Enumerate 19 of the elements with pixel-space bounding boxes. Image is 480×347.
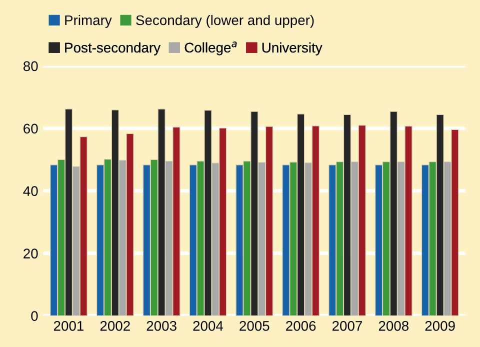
x-tick-label: 2005	[240, 321, 270, 331]
legend-label: Primary	[65, 14, 112, 28]
x-tick-label: 2002	[100, 321, 130, 331]
y-tick-label: 40	[23, 186, 38, 196]
legend-label: Secondary (lower and upper)	[136, 14, 314, 28]
x-tick-label: 2003	[146, 321, 176, 331]
x-tick-label: 2001	[54, 321, 84, 331]
y-tick-label: 80	[23, 61, 38, 72]
x-tick-label: 2009	[425, 321, 455, 331]
y-tick-label: 20	[24, 248, 38, 258]
legend-label: University	[262, 42, 322, 56]
legend-label: College$^{a}$	[184, 42, 237, 56]
x-tick-label: 2004	[193, 321, 224, 331]
x-tick-label: 2008	[378, 321, 408, 331]
legend-label: Post-secondary	[65, 42, 161, 56]
y-tick-label: 0	[31, 311, 38, 321]
x-tick-label: 2007	[332, 321, 362, 331]
x-tick-label: 2006	[286, 321, 316, 331]
y-tick-label: 60	[24, 124, 38, 134]
